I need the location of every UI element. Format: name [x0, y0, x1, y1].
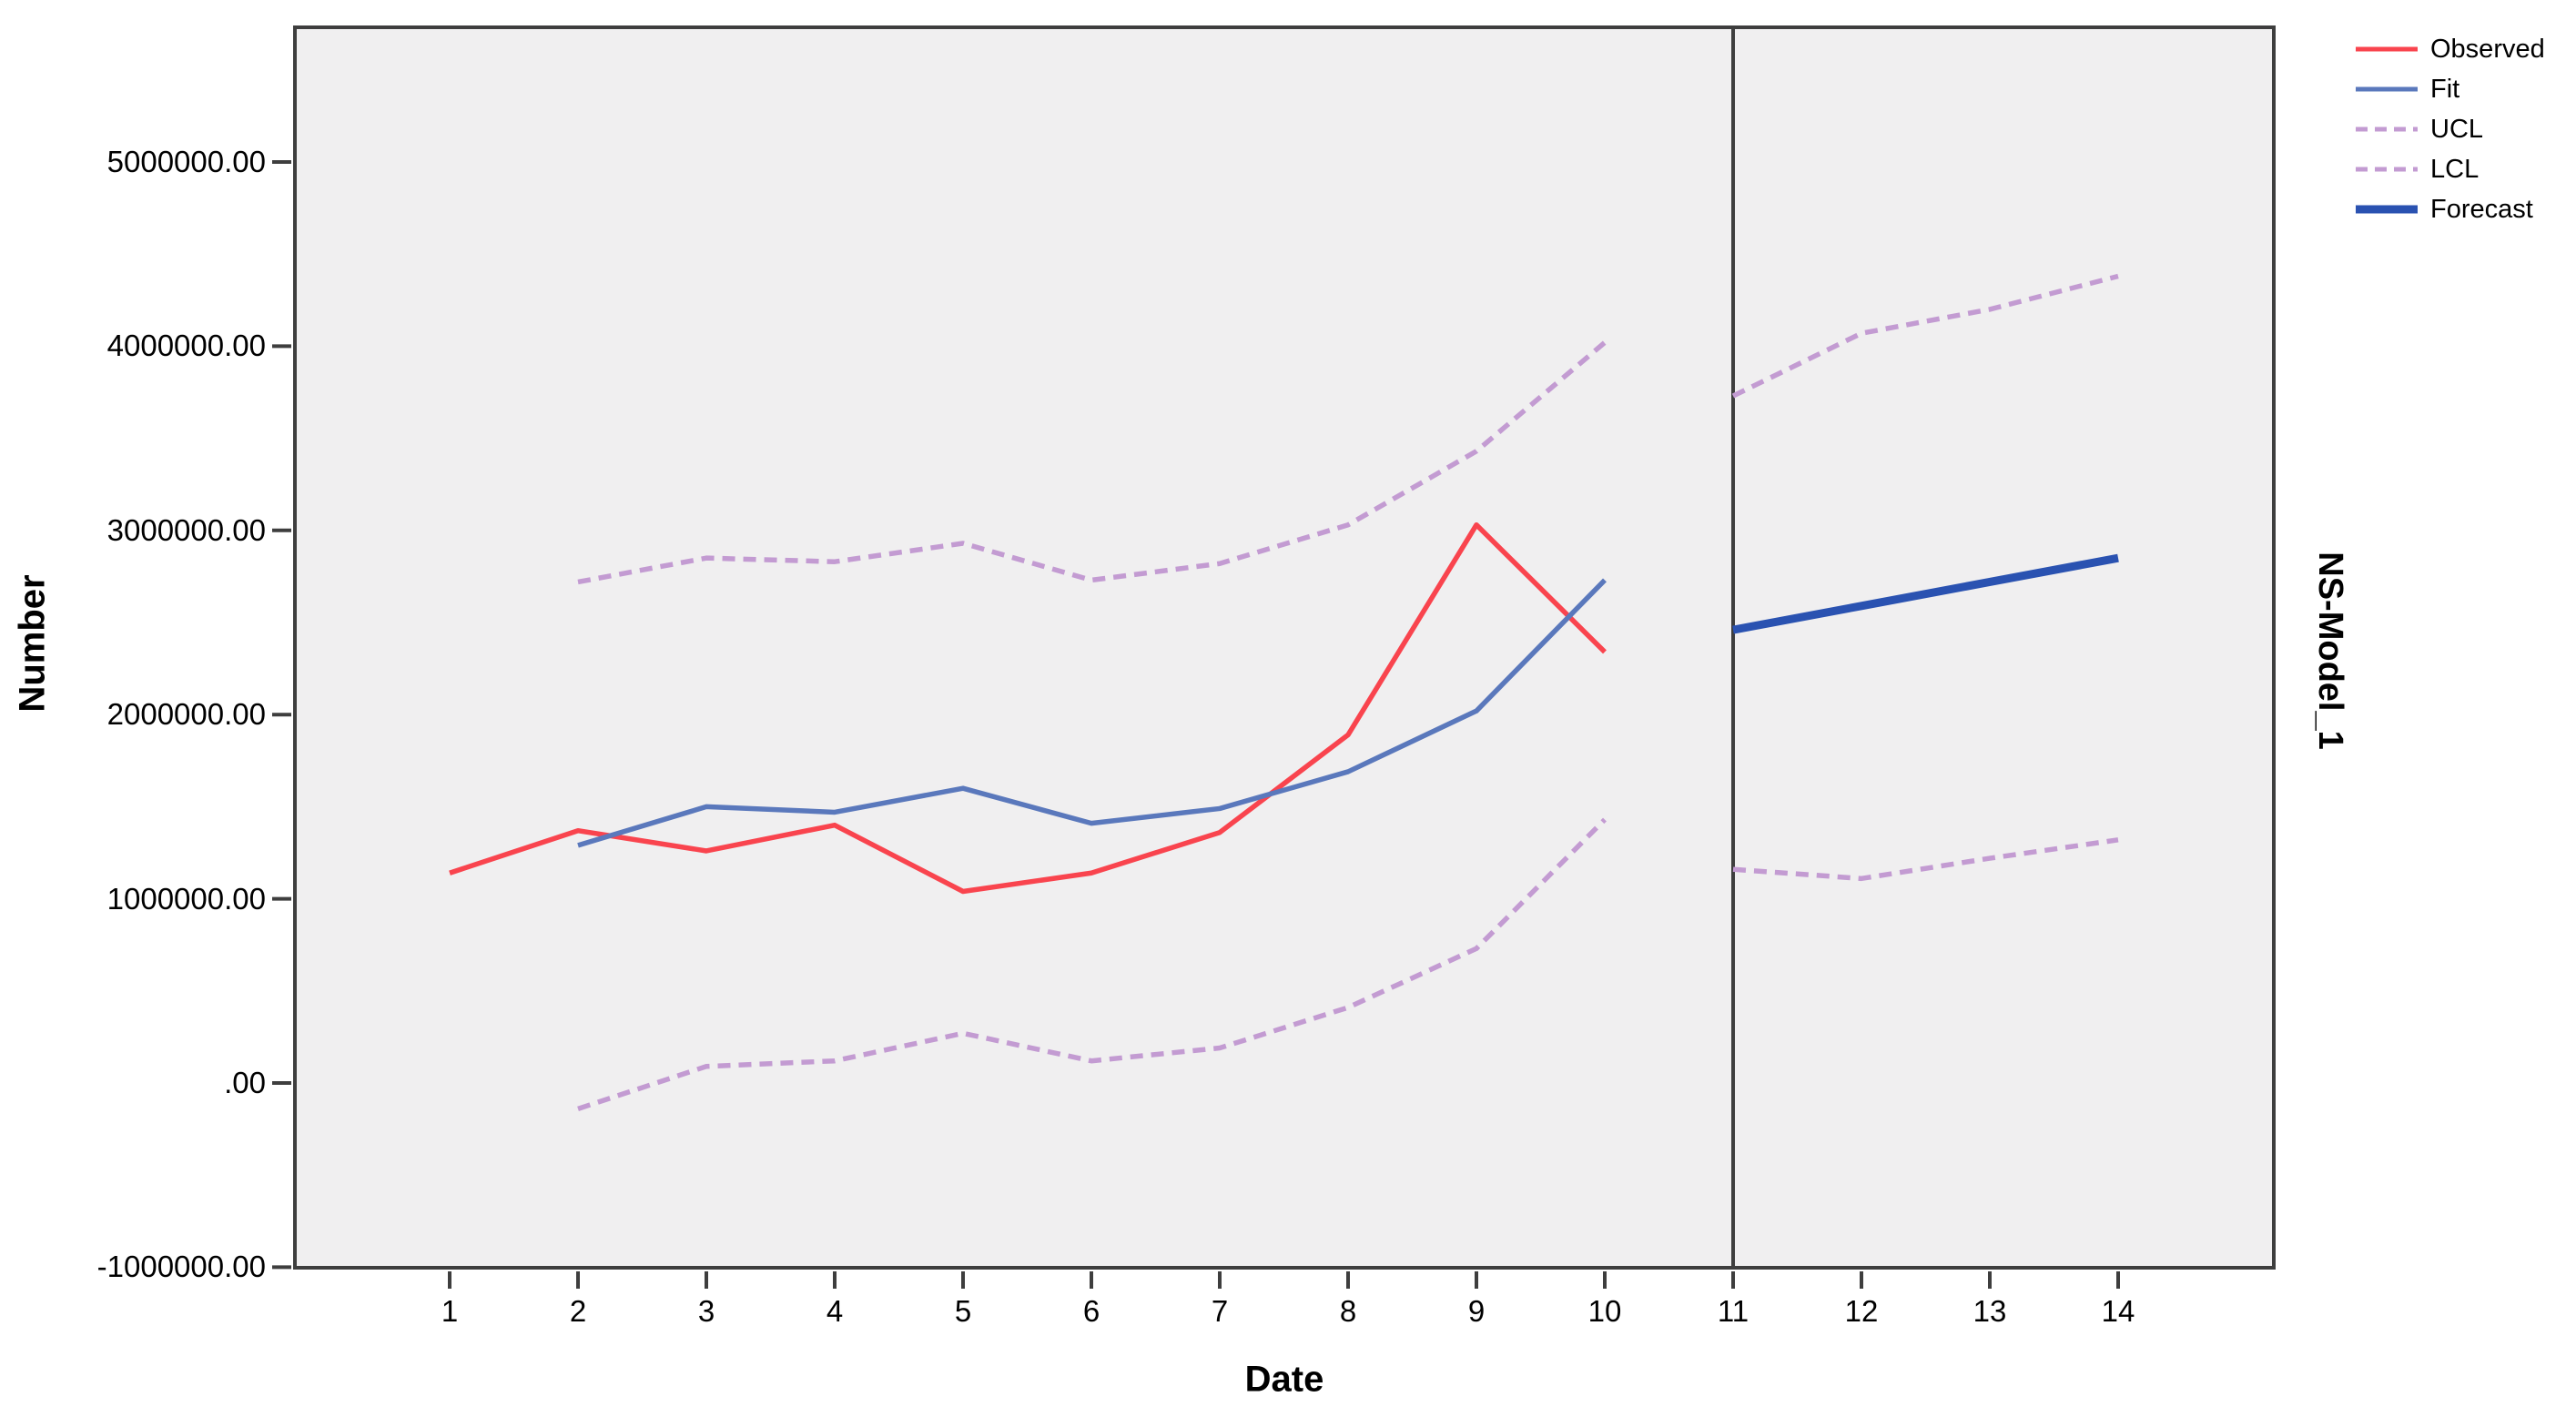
x-tick-label-14: 14: [2101, 1294, 2135, 1328]
x-tick-label-13: 13: [1973, 1294, 2007, 1328]
series-line-lcl: [577, 817, 1607, 1111]
y-tick-label-4000000: 4000000.00: [106, 329, 266, 363]
series-line-observed: [449, 521, 1607, 895]
y-tick-label--1000000: -1000000.00: [96, 1250, 266, 1284]
series-line-forecast: [1732, 553, 2119, 634]
legend-swatch-lcl-line-icon: [2356, 167, 2418, 172]
series-line-lcl: [1732, 837, 2119, 882]
x-tick-label-3: 3: [697, 1294, 715, 1328]
x-tick-label-9: 9: [1467, 1294, 1486, 1328]
legend-item-ucl: UCL: [2354, 109, 2545, 149]
y-tick-label-1000000: 1000000.00: [106, 881, 266, 916]
series-line-ucl: [577, 340, 1607, 585]
legend-label: Observed: [2430, 34, 2545, 64]
legend-swatch-fit-line-icon: [2356, 86, 2418, 92]
series-line-fit: [577, 578, 1607, 848]
x-tick-label-5: 5: [954, 1294, 972, 1328]
x-tick-label-11: 11: [1717, 1294, 1749, 1328]
legend-label: Fit: [2430, 74, 2460, 104]
y-axis-title: Number: [12, 574, 53, 713]
x-tick-label-7: 7: [1211, 1294, 1229, 1328]
legend-swatch-observed-line-icon: [2356, 46, 2418, 52]
legend-item-fit: Fit: [2354, 69, 2545, 109]
series-line-ucl: [1731, 273, 2119, 399]
y-tick-label-5000000: 5000000.00: [106, 145, 266, 178]
y-tick-label-0: .00: [224, 1066, 266, 1099]
y-tick-label-2000000: 2000000.00: [106, 697, 266, 732]
legend-label: UCL: [2430, 114, 2484, 144]
legend-item-lcl: LCL: [2354, 149, 2545, 189]
x-axis-title: Date: [1244, 1359, 1324, 1400]
legend-swatch-ucl-line-icon: [2356, 127, 2418, 132]
legend-swatch-forecast-line-icon: [2356, 205, 2418, 214]
x-tick-label-1: 1: [441, 1294, 459, 1328]
x-tick-label-12: 12: [1844, 1294, 1879, 1328]
legend-label: Forecast: [2430, 194, 2533, 224]
legend-label: LCL: [2430, 154, 2480, 184]
x-tick-label-6: 6: [1082, 1294, 1100, 1328]
legend: Observed Fit UCL LCL Forecast: [2354, 29, 2545, 229]
plot-area: [293, 25, 2276, 1270]
x-tick-label-2: 2: [569, 1294, 587, 1328]
y-tick-label-3000000: 3000000.00: [106, 512, 266, 547]
legend-item-forecast: Forecast: [2354, 189, 2545, 229]
x-tick-label-8: 8: [1339, 1294, 1357, 1328]
panel-label: NS-Model_1: [2311, 552, 2349, 750]
x-tick-label-4: 4: [826, 1294, 844, 1328]
legend-item-observed: Observed: [2354, 29, 2545, 69]
x-tick-label-10: 10: [1587, 1294, 1622, 1328]
